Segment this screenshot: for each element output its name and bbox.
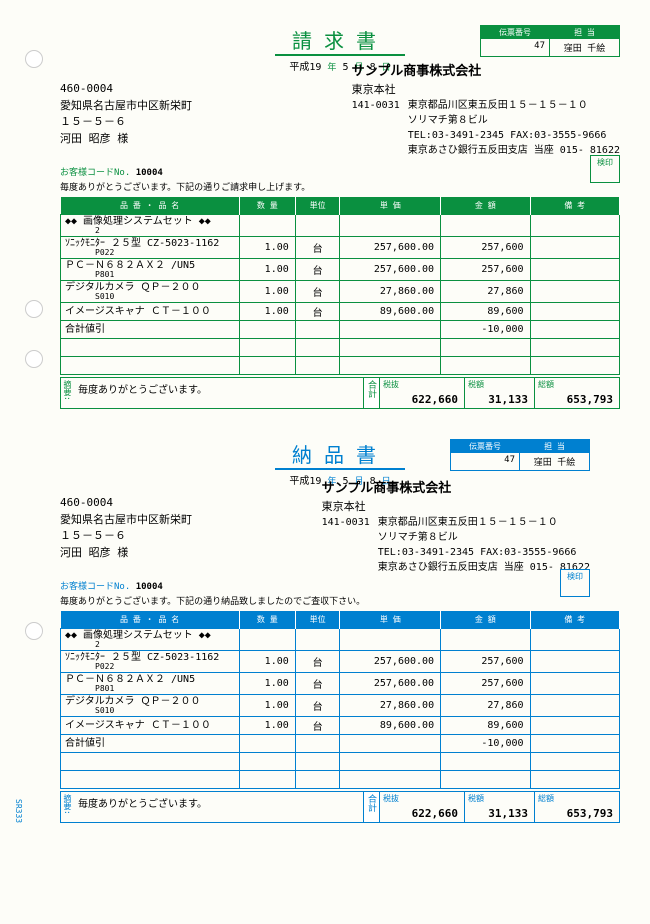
person-header: 担 当 (550, 26, 619, 39)
doc-title: 請求書 (275, 25, 405, 56)
invoice-section: 伝票番号 47 担 当 窪田 千絵 請求書 平成19 年 5 月 8 日 460… (60, 25, 620, 409)
table-row: ◆◆ 画像処理システムセット ◆◆2 (61, 629, 620, 651)
table-row: デジタルカメラ ＱＰ－２００S0101.00台27,860.0027,860 (61, 695, 620, 717)
punch-hole (25, 50, 43, 68)
slip-no: 47 (451, 453, 519, 469)
customer-code: お客様コードNo. 10004 (60, 579, 620, 592)
col-unit: 単位 (295, 197, 340, 215)
col-amt: 金 額 (441, 611, 530, 629)
table-row: ｿﾆｯｸﾓﾆﾀｰ ２５型 CZ-5023-1162P0221.00台257,60… (61, 651, 620, 673)
tax-value: 31,133 (465, 391, 534, 408)
table-row (61, 771, 620, 789)
subtotal-label: 税抜 (380, 792, 464, 805)
table-row (61, 339, 620, 357)
header-box: 伝票番号 47 担 当 窪田 千絵 (480, 25, 620, 57)
msg-label: 摘要: (61, 378, 74, 408)
subtotal-value: 622,660 (380, 391, 464, 408)
total-label: 総額 (535, 378, 619, 391)
total-value: 653,793 (535, 805, 619, 822)
company-block: サンプル商事株式会社 東京本社 141-0031 東京都品川区東五反田１５－１５… (352, 62, 620, 158)
tax-label: 税額 (465, 378, 534, 391)
person-header: 担 当 (520, 440, 589, 453)
header-box: 伝票番号 47 担 当 窪田 千絵 (450, 439, 590, 471)
table-row: ＰＣ－Ｎ６８２ＡＸ２ /UN5P8011.00台257,600.00257,60… (61, 259, 620, 281)
col-qty: 数 量 (239, 197, 295, 215)
co-addr2: ソリマチ第８ビル (378, 530, 590, 545)
punch-hole (25, 622, 43, 640)
greeting: 毎度ありがとうございます。下記の通りご請求申し上げます。 (60, 180, 620, 193)
punch-hole (25, 300, 43, 318)
customer-code: お客様コードNo. 10004 (60, 165, 620, 178)
stamp-box: 検印 (560, 569, 590, 597)
table-row: デジタルカメラ ＱＰ－２００S0101.00台27,860.0027,860 (61, 281, 620, 303)
table-row: ◆◆ 画像処理システムセット ◆◆2 (61, 215, 620, 237)
table-row: 合計値引-10,000 (61, 321, 620, 339)
col-qty: 数 量 (239, 611, 295, 629)
total-label: 合計 (363, 378, 379, 408)
table-row (61, 753, 620, 771)
company-block: サンプル商事株式会社 東京本社 141-0031 東京都品川区東五反田１５－１５… (322, 479, 590, 575)
slip-no-header: 伝票番号 (451, 440, 519, 453)
stamp-box: 検印 (590, 155, 620, 183)
doc-title: 納品書 (275, 439, 405, 470)
co-tel: TEL:03-3491-2345 FAX:03-3555-9666 (408, 128, 620, 143)
delivery-section: 伝票番号 47 担 当 窪田 千絵 納品書 平成19 年 5 月 8 日 460… (60, 439, 620, 823)
total-label: 総額 (535, 792, 619, 805)
co-addr1: 東京都品川区東五反田１５－１５－１０ (408, 98, 620, 113)
table-row: ＰＣ－Ｎ６８２ＡＸ２ /UN5P8011.00台257,600.00257,60… (61, 673, 620, 695)
col-price: 単 価 (340, 611, 441, 629)
co-post: 141-0031 (352, 98, 400, 158)
col-name: 品 番 ・ 品 名 (61, 611, 240, 629)
items-table: 品 番 ・ 品 名 数 量 単位 単 価 金 額 備 考 ◆◆ 画像処理システム… (60, 611, 620, 789)
subtotal-label: 税抜 (380, 378, 464, 391)
footer: 摘要: 毎度ありがとうございます。 合計 税抜 622,660 税額 31,13… (60, 791, 620, 823)
tax-value: 31,133 (465, 805, 534, 822)
co-name: サンプル商事株式会社 (352, 62, 620, 82)
col-note: 備 考 (530, 197, 619, 215)
co-office: 東京本社 (322, 499, 590, 516)
table-row (61, 357, 620, 375)
col-name: 品 番 ・ 品 名 (61, 197, 240, 215)
co-bank: 東京あさひ銀行五反田支店 当座 015- 81622 (408, 143, 620, 158)
col-unit: 単位 (295, 611, 340, 629)
slip-no: 47 (481, 39, 549, 55)
table-row: 合計値引-10,000 (61, 735, 620, 753)
total-value: 653,793 (535, 391, 619, 408)
slip-no-header: 伝票番号 (481, 26, 549, 39)
footer-msg: 毎度ありがとうございます。 (74, 378, 363, 408)
subtotal-value: 622,660 (380, 805, 464, 822)
co-office: 東京本社 (352, 82, 620, 99)
person-name: 窪田 千絵 (520, 453, 589, 470)
col-note: 備 考 (530, 611, 619, 629)
greeting: 毎度ありがとうございます。下記の通り納品致しましたのでご査収下さい。 (60, 594, 620, 607)
table-row: ｿﾆｯｸﾓﾆﾀｰ ２５型 CZ-5023-1162P0221.00台257,60… (61, 237, 620, 259)
table-row: イメージスキャナ ＣＴ－１００1.00台89,600.0089,600 (61, 717, 620, 735)
items-table: 品 番 ・ 品 名 数 量 単位 単 価 金 額 備 考 ◆◆ 画像処理システム… (60, 197, 620, 375)
co-addr2: ソリマチ第８ビル (408, 113, 620, 128)
footer: 摘要: 毎度ありがとうございます。 合計 税抜 622,660 税額 31,13… (60, 377, 620, 409)
co-addr1: 東京都品川区東五反田１５－１５－１０ (378, 515, 590, 530)
total-label: 合計 (363, 792, 379, 822)
co-post: 141-0031 (322, 515, 370, 575)
co-bank: 東京あさひ銀行五反田支店 当座 015- 81622 (378, 560, 590, 575)
table-row: イメージスキャナ ＣＴ－１００1.00台89,600.0089,600 (61, 303, 620, 321)
col-price: 単 価 (340, 197, 441, 215)
col-amt: 金 額 (441, 197, 530, 215)
punch-hole (25, 350, 43, 368)
co-name: サンプル商事株式会社 (322, 479, 590, 499)
msg-label: 摘要: (61, 792, 74, 822)
co-tel: TEL:03-3491-2345 FAX:03-3555-9666 (378, 545, 590, 560)
person-name: 窪田 千絵 (550, 39, 619, 56)
footer-msg: 毎度ありがとうございます。 (74, 792, 363, 822)
form-code: SR333 (14, 799, 23, 823)
tax-label: 税額 (465, 792, 534, 805)
